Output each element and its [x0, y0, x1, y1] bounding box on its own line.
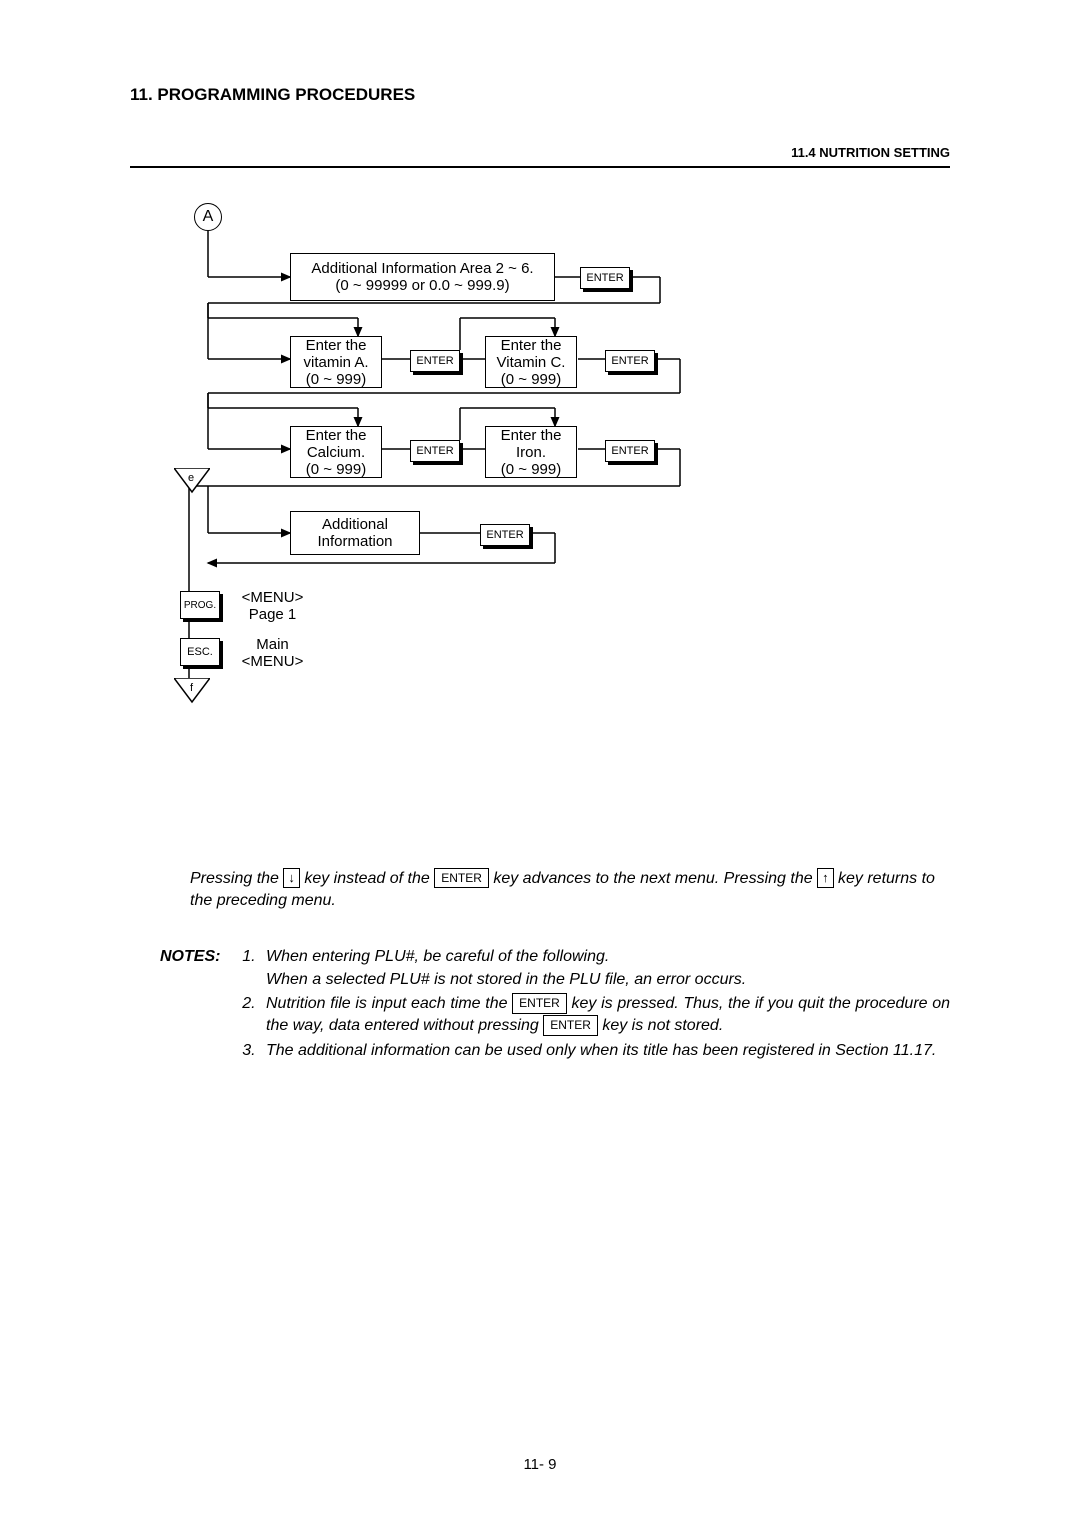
box-calcium: Enter the Calcium. (0 ~ 999) — [290, 426, 382, 478]
box-vitamin-c: Enter the Vitamin C. (0 ~ 999) — [485, 336, 577, 388]
esc-key: ESC. — [180, 638, 220, 666]
box-line: Enter the — [501, 337, 562, 354]
box-vitamin-a: Enter the vitamin A. (0 ~ 999) — [290, 336, 382, 388]
box-iron: Enter the Iron. (0 ~ 999) — [485, 426, 577, 478]
box-line: Enter the — [306, 427, 367, 444]
label-line: Main — [256, 636, 289, 653]
note-item: Nutrition file is input each time the EN… — [260, 993, 950, 1038]
box-additional-area: Additional Information Area 2 ~ 6. (0 ~ … — [290, 253, 555, 301]
enter-key-inline: ENTER — [512, 993, 567, 1014]
enter-key-inline: ENTER — [543, 1015, 598, 1036]
box-line: Calcium. — [307, 444, 365, 461]
connector-f: f — [174, 678, 210, 706]
box-additional-info: Additional Information — [290, 511, 420, 555]
enter-key: ENTER — [480, 524, 530, 546]
main-menu-label: Main <MENU> — [230, 636, 315, 670]
subsection-title: 11.4 NUTRITION SETTING — [130, 145, 950, 160]
pressing-note: Pressing the ↓ key instead of the ENTER … — [190, 868, 950, 911]
box-line: Additional — [322, 516, 388, 533]
notes-label: NOTES: — [160, 946, 240, 1064]
box-line: (0 ~ 99999 or 0.0 ~ 999.9) — [335, 277, 509, 294]
text: Pressing the — [190, 870, 283, 887]
box-line: Enter the — [501, 427, 562, 444]
box-line: (0 ~ 999) — [306, 461, 366, 478]
connector-a: A — [194, 203, 222, 231]
enter-key-inline: ENTER — [434, 868, 489, 888]
box-line: Information — [317, 533, 392, 550]
svg-text:e: e — [188, 472, 194, 484]
text: Nutrition file is input each time the — [266, 995, 512, 1012]
text: When entering PLU#, be careful of the fo… — [266, 948, 609, 965]
menu-page1-label: <MENU> Page 1 — [230, 589, 315, 623]
box-line: Enter the — [306, 337, 367, 354]
section-title: 11. PROGRAMMING PROCEDURES — [130, 85, 950, 105]
enter-key: ENTER — [605, 440, 655, 462]
enter-key: ENTER — [410, 440, 460, 462]
down-arrow-key-icon: ↓ — [283, 868, 300, 888]
notes-list: When entering PLU#, be careful of the fo… — [240, 946, 950, 1064]
notes-block: NOTES: When entering PLU#, be careful of… — [160, 946, 950, 1064]
flowchart-diagram: A Additional Information Area 2 ~ 6. (0 … — [160, 203, 800, 853]
text: When a selected PLU# is not stored in th… — [266, 971, 746, 988]
up-arrow-key-icon: ↑ — [817, 868, 834, 888]
label-line: Page 1 — [249, 606, 297, 623]
page-number: 11- 9 — [0, 1456, 1080, 1473]
connector-e: e — [174, 468, 210, 496]
enter-key: ENTER — [605, 350, 655, 372]
text: key is not stored. — [598, 1017, 723, 1034]
header-divider — [130, 166, 950, 168]
box-line: Iron. — [516, 444, 546, 461]
box-line: (0 ~ 999) — [501, 461, 561, 478]
text: key advances to the next menu. Pressing … — [489, 870, 817, 887]
label-line: <MENU> — [242, 653, 304, 670]
label-line: <MENU> — [242, 589, 304, 606]
note-item: When entering PLU#, be careful of the fo… — [260, 946, 950, 991]
note-item: The additional information can be used o… — [260, 1040, 950, 1062]
box-line: (0 ~ 999) — [501, 371, 561, 388]
text: The additional information can be used o… — [266, 1042, 936, 1059]
box-line: vitamin A. — [303, 354, 368, 371]
box-line: Vitamin C. — [497, 354, 566, 371]
prog-key: PROG. — [180, 591, 220, 619]
box-line: Additional Information Area 2 ~ 6. — [311, 260, 533, 277]
enter-key: ENTER — [410, 350, 460, 372]
box-line: (0 ~ 999) — [306, 371, 366, 388]
text: key instead of the — [300, 870, 434, 887]
enter-key: ENTER — [580, 267, 630, 289]
